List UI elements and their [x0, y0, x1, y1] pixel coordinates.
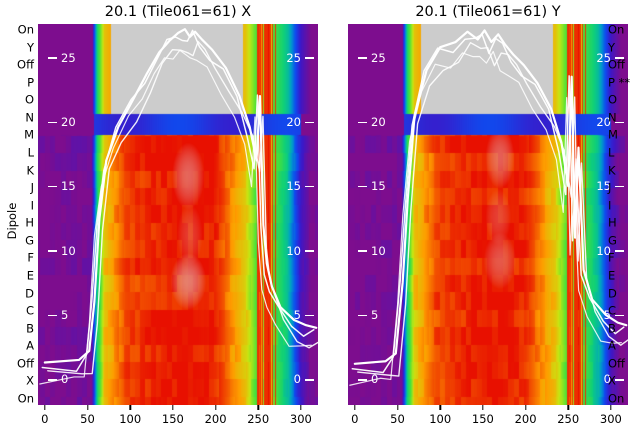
x-tick-label: 250: [247, 412, 270, 426]
x-tick-label: 200: [514, 412, 537, 426]
category-tick-label: Off: [17, 57, 34, 72]
category-tick-label: J: [30, 180, 34, 195]
category-tick-label: P **: [608, 74, 631, 89]
category-tick-label: On: [17, 391, 34, 406]
category-tick-label: A: [608, 338, 616, 353]
x-tick-label: 150: [471, 412, 494, 426]
x-tick-label: 100: [429, 412, 452, 426]
heatmap-panel-y[interactable]: 0 5 10 15 20 25 0 5 10 15 20 25: [348, 24, 628, 405]
x-tick-label: 50: [80, 412, 95, 426]
x-tick-mark: [354, 405, 356, 410]
panel-title-y: 20.1 (Tile061=61) Y: [415, 4, 561, 20]
x-tick-label: 100: [119, 412, 142, 426]
panel-title-x: 20.1 (Tile061=61) X: [104, 4, 252, 20]
category-tick-label: P: [27, 74, 34, 89]
x-axis-panel-x: 0 50 100 150 200 250 300: [38, 405, 318, 439]
category-tick-label: L: [608, 145, 615, 160]
x-tick-mark: [567, 405, 569, 410]
category-tick-label: On: [608, 391, 625, 406]
x-axis-panel-y: 0 50 100 150 200 250 300: [348, 405, 628, 439]
x-tick-mark: [86, 405, 89, 410]
x-tick-mark: [396, 405, 399, 410]
category-tick-label: X: [26, 373, 34, 388]
category-tick-label: I: [608, 197, 612, 212]
x-tick-mark: [524, 405, 527, 410]
category-tick-label: F: [27, 250, 34, 265]
heatmap-image-y: [348, 24, 628, 405]
category-axis-right: On Y Off P ** O N M L K J I H G F E D C B A Off X On: [604, 24, 638, 405]
x-tick-mark: [257, 405, 259, 410]
category-tick-label: L: [27, 145, 34, 160]
heatmap-image-x: [38, 24, 318, 405]
x-tick-label: 250: [557, 412, 580, 426]
category-tick-label: C: [608, 303, 617, 318]
category-tick-label: M: [608, 127, 618, 142]
category-tick-label: O: [24, 92, 34, 107]
category-tick-label: Y: [26, 39, 34, 54]
category-tick-label: E: [26, 268, 34, 283]
category-tick-label: G: [608, 233, 617, 248]
x-tick-label: 150: [161, 412, 184, 426]
category-tick-label: Off: [17, 356, 34, 371]
category-tick-label: O: [608, 92, 618, 107]
x-tick-mark: [44, 405, 46, 410]
category-tick-label: H: [25, 215, 34, 230]
x-tick-mark: [300, 405, 302, 410]
category-tick-label: M: [24, 127, 34, 142]
category-axis-left: On Y Off P O N M L K J I H G F E D C B A Off X On: [2, 24, 36, 405]
heatmap-panel-x[interactable]: 0 5 10 15 20 25 0 5 10 15 20 25: [38, 24, 318, 405]
category-tick-label: Off: [608, 356, 625, 371]
category-tick-label: On: [608, 22, 625, 37]
category-tick-label: N: [25, 110, 34, 125]
category-tick-label: F: [608, 250, 615, 265]
category-tick-label: Y: [608, 39, 616, 54]
category-tick-label: D: [608, 285, 617, 300]
category-tick-label: N: [608, 110, 617, 125]
category-tick-label: I: [30, 197, 34, 212]
x-tick-mark: [172, 405, 174, 410]
x-tick-mark: [610, 405, 612, 410]
category-tick-label: K: [608, 162, 616, 177]
x-tick-label: 0: [41, 412, 49, 426]
category-tick-label: C: [25, 303, 34, 318]
category-tick-label: B: [26, 320, 34, 335]
category-tick-label: H: [608, 215, 617, 230]
x-tick-mark: [214, 405, 217, 410]
category-tick-label: J: [608, 180, 612, 195]
category-tick-label: D: [25, 285, 34, 300]
x-tick-label: 300: [289, 412, 312, 426]
category-tick-label: E: [608, 268, 616, 283]
category-tick-label: A: [26, 338, 34, 353]
x-tick-label: 50: [390, 412, 405, 426]
x-tick-mark: [129, 405, 131, 410]
category-tick-label: On: [17, 22, 34, 37]
category-tick-label: K: [26, 162, 34, 177]
x-tick-mark: [439, 405, 441, 410]
x-tick-label: 200: [204, 412, 227, 426]
category-tick-label: G: [25, 233, 34, 248]
category-tick-label: Off: [608, 57, 625, 72]
x-tick-mark: [482, 405, 484, 410]
x-tick-label: 0: [351, 412, 359, 426]
category-tick-label: B: [608, 320, 616, 335]
x-tick-label: 300: [599, 412, 622, 426]
category-tick-label: X: [608, 373, 616, 388]
